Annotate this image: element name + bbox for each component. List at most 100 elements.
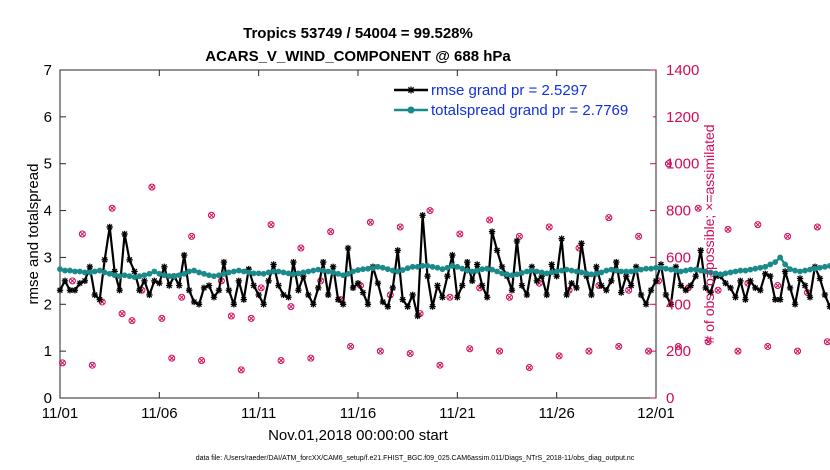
obs-possible-marker	[486, 216, 494, 224]
rmse-marker	[429, 303, 436, 310]
rmse-marker-d2	[141, 277, 148, 284]
right-y-tick-label: 600	[666, 249, 691, 266]
totalspread-marker	[533, 268, 540, 275]
rmse-marker-d2	[434, 282, 441, 289]
obs-possible-marker	[267, 221, 275, 229]
rmse-marker	[702, 284, 709, 292]
rmse-marker	[627, 282, 635, 289]
y-tick-label: 7	[44, 62, 52, 79]
obs-point	[78, 230, 86, 238]
rmse-marker	[285, 294, 292, 301]
obs-assimilated-marker-b	[198, 357, 205, 364]
totalspread-marker	[275, 268, 282, 275]
obs-assimilated-marker-b	[586, 348, 592, 354]
rmse-marker	[608, 277, 615, 285]
rmse-marker	[141, 277, 148, 285]
rmse-marker	[762, 270, 769, 278]
totalspread-marker	[265, 269, 272, 276]
obs-assimilated-marker-b	[149, 184, 155, 190]
rmse-marker-d2	[762, 270, 769, 277]
rmse-marker-d2	[57, 287, 63, 294]
legend-rmse-label: rmse grand pr = 2.5297	[431, 82, 587, 99]
obs-assimilated-marker-b	[179, 294, 185, 300]
obs-point	[148, 183, 156, 191]
rmse-marker	[235, 277, 242, 285]
totalspread-marker	[613, 267, 620, 274]
totalspread-marker	[558, 267, 565, 274]
totalspread-marker	[221, 270, 227, 277]
totalspread-marker	[732, 268, 739, 275]
rmse-marker-d2	[509, 287, 515, 294]
rmse-marker-d2	[563, 292, 570, 298]
rmse-marker-d2	[176, 282, 183, 289]
totalspread-marker	[121, 272, 128, 279]
obs-possible-marker	[347, 342, 355, 350]
obs-assimilated-marker-b	[79, 231, 86, 237]
rmse-marker	[478, 282, 486, 289]
rmse-marker	[573, 284, 580, 292]
rmse-marker-d2	[375, 280, 381, 287]
totalspread-marker	[439, 266, 446, 273]
rmse-marker	[493, 247, 501, 254]
totalspread-marker	[563, 266, 570, 273]
totalspread-marker	[454, 263, 461, 270]
y-tick-label: 2	[44, 296, 52, 313]
obs-point	[446, 293, 454, 301]
x-tick-label: 11/16	[340, 405, 376, 422]
rmse-marker	[791, 301, 799, 308]
rmse-marker-d2	[235, 277, 242, 284]
totalspread-marker	[792, 267, 798, 274]
obs-assimilated-marker-b	[59, 360, 66, 366]
rmse-marker-d2	[230, 301, 237, 308]
totalspread-marker	[727, 269, 734, 276]
rmse-marker-d2	[86, 263, 93, 270]
rmse-marker	[781, 268, 789, 275]
rmse-marker	[66, 287, 74, 294]
obs-assimilated-marker-b	[328, 229, 334, 235]
rmse-marker-d2	[121, 231, 128, 237]
totalspread-marker	[76, 268, 83, 275]
totalspread-marker	[588, 271, 595, 278]
obs-assimilated-marker-b	[675, 343, 682, 350]
obs-point	[585, 347, 593, 355]
rmse-marker	[652, 277, 660, 285]
rmse-marker	[176, 282, 183, 289]
rmse-marker	[816, 275, 824, 282]
totalspread-marker	[807, 266, 813, 273]
totalspread-marker	[782, 261, 789, 268]
totalspread-marker	[230, 268, 237, 275]
rmse-marker	[151, 277, 158, 285]
obs-possible-marker	[128, 317, 136, 325]
rmse-marker-d2	[280, 292, 287, 298]
obs-possible-marker	[635, 232, 643, 240]
rmse-marker	[81, 277, 89, 285]
obs-point	[297, 244, 305, 252]
obs-possible-marker	[168, 354, 176, 362]
totalspread-marker	[384, 266, 391, 273]
totalspread-marker	[146, 270, 153, 277]
obs-possible-marker	[287, 303, 295, 311]
rmse-marker-d2	[419, 212, 426, 219]
legend-totalspread-marker	[407, 106, 415, 114]
obs-point	[88, 361, 96, 369]
rmse-marker-d2	[757, 287, 764, 294]
rmse-marker-d2	[464, 259, 471, 265]
obs-point	[496, 347, 504, 355]
totalspread-marker	[305, 268, 312, 275]
rmse-marker	[682, 287, 689, 294]
totalspread-marker	[111, 272, 118, 279]
totalspread-marker	[315, 266, 322, 273]
rmse-marker	[439, 294, 446, 301]
obs-point	[287, 303, 295, 311]
rmse-marker	[637, 291, 645, 299]
totalspread-marker	[434, 264, 441, 271]
obs-possible-marker	[674, 342, 682, 350]
obs-assimilated-marker-b	[735, 348, 741, 354]
rmse-marker-d2	[628, 282, 635, 289]
rmse-marker	[647, 287, 655, 294]
totalspread-marker	[692, 266, 699, 273]
obs-possible-marker	[496, 347, 504, 355]
right-y-tick-label: 1400	[666, 62, 699, 79]
x-axis-label: Nov.01,2018 00:00:00 start	[268, 427, 449, 444]
rmse-marker-d2	[668, 301, 674, 308]
